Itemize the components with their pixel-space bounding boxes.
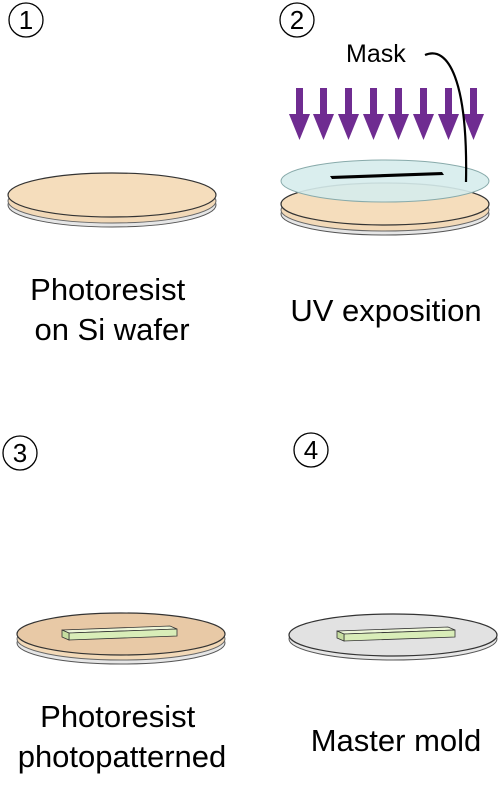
uv-arrow	[438, 88, 459, 140]
step-2: 2 Mask UV exposition	[279, 2, 490, 328]
uv-arrow	[388, 88, 409, 140]
step-3-caption-line-2: photopatterned	[18, 739, 227, 774]
step-1: 1 Photoresist on Si wafer	[7, 2, 217, 347]
step-3-number-circle	[2, 435, 38, 471]
mask-plate	[280, 159, 490, 203]
mask-callout-line	[424, 52, 468, 183]
step-1-caption: Photoresist on Si wafer	[30, 272, 194, 347]
uv-arrow	[338, 88, 359, 140]
mask-opaque-pattern	[330, 172, 444, 179]
patterned-photoresist-feature	[61, 625, 178, 641]
step-2-caption: UV exposition	[290, 293, 481, 328]
step-1-number-circle	[8, 2, 44, 38]
step-2-number: 2	[290, 5, 304, 35]
step-3-number: 3	[13, 438, 27, 468]
step-4-caption-line-1: Master mold	[311, 723, 482, 758]
step-1-wafer-stack	[7, 172, 217, 228]
uv-arrow	[413, 88, 434, 140]
uv-arrow	[463, 88, 484, 140]
step-4: 4 Master mold	[288, 432, 498, 758]
step-3-caption-line-1: Photoresist	[40, 699, 195, 734]
step-4-caption: Master mold	[311, 723, 482, 758]
step-2-number-circle	[279, 2, 315, 38]
step-2-caption-line-1: UV exposition	[290, 293, 481, 328]
photoresist-layer	[7, 172, 217, 218]
uv-arrow	[313, 88, 334, 140]
step-1-caption-line-1: Photoresist	[30, 272, 185, 307]
uv-arrow	[363, 88, 384, 140]
step-1-caption-line-2: on Si wafer	[34, 312, 189, 347]
step-4-number: 4	[304, 435, 318, 465]
step-3-wafer-stack	[16, 612, 226, 665]
uv-arrow	[289, 88, 310, 140]
master-mold-feature	[336, 626, 456, 642]
photomask	[280, 159, 490, 203]
step-3: 3 Photoresist photopatterned	[2, 435, 227, 774]
step-1-number: 1	[19, 5, 33, 35]
step-3-caption: Photoresist photopatterned	[18, 699, 227, 774]
uv-light-arrows	[289, 88, 484, 140]
mask-label: Mask	[346, 40, 406, 68]
step-4-number-circle	[293, 432, 329, 468]
